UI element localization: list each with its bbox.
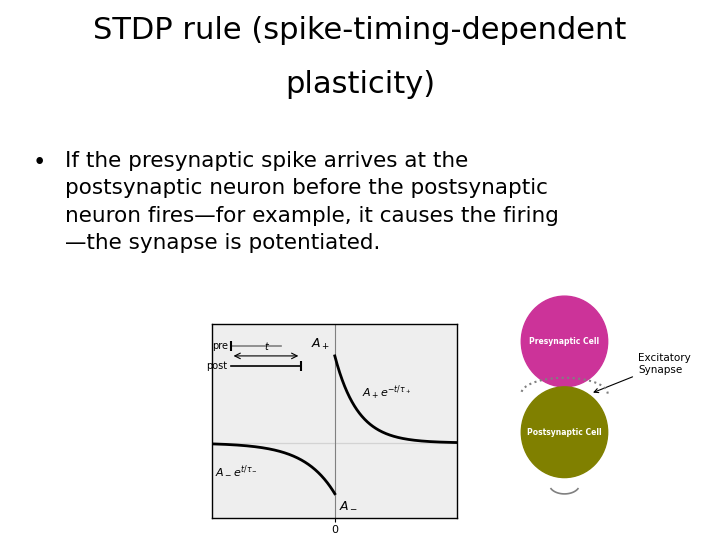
Text: $A_+$: $A_+$ — [311, 336, 330, 352]
Text: t: t — [264, 342, 268, 352]
Text: Excitatory
Synapse: Excitatory Synapse — [594, 353, 690, 393]
Text: post: post — [207, 361, 228, 371]
Text: $A_+e^{-t/\tau_+}$: $A_+e^{-t/\tau_+}$ — [362, 383, 412, 402]
Text: If the presynaptic spike arrives at the
postsynaptic neuron before the postsynap: If the presynaptic spike arrives at the … — [65, 151, 559, 253]
Text: $A_-e^{t/\tau_-}$: $A_-e^{t/\tau_-}$ — [215, 463, 258, 478]
Text: pre: pre — [212, 341, 228, 351]
Circle shape — [521, 387, 608, 477]
Text: Postsynaptic Cell: Postsynaptic Cell — [527, 428, 602, 437]
Circle shape — [521, 296, 608, 387]
Text: •: • — [32, 151, 46, 174]
Text: plasticity): plasticity) — [285, 70, 435, 99]
Text: STDP rule (spike-timing-dependent: STDP rule (spike-timing-dependent — [94, 16, 626, 45]
Text: $A_-$: $A_-$ — [339, 498, 359, 511]
Text: Presynaptic Cell: Presynaptic Cell — [529, 337, 600, 346]
